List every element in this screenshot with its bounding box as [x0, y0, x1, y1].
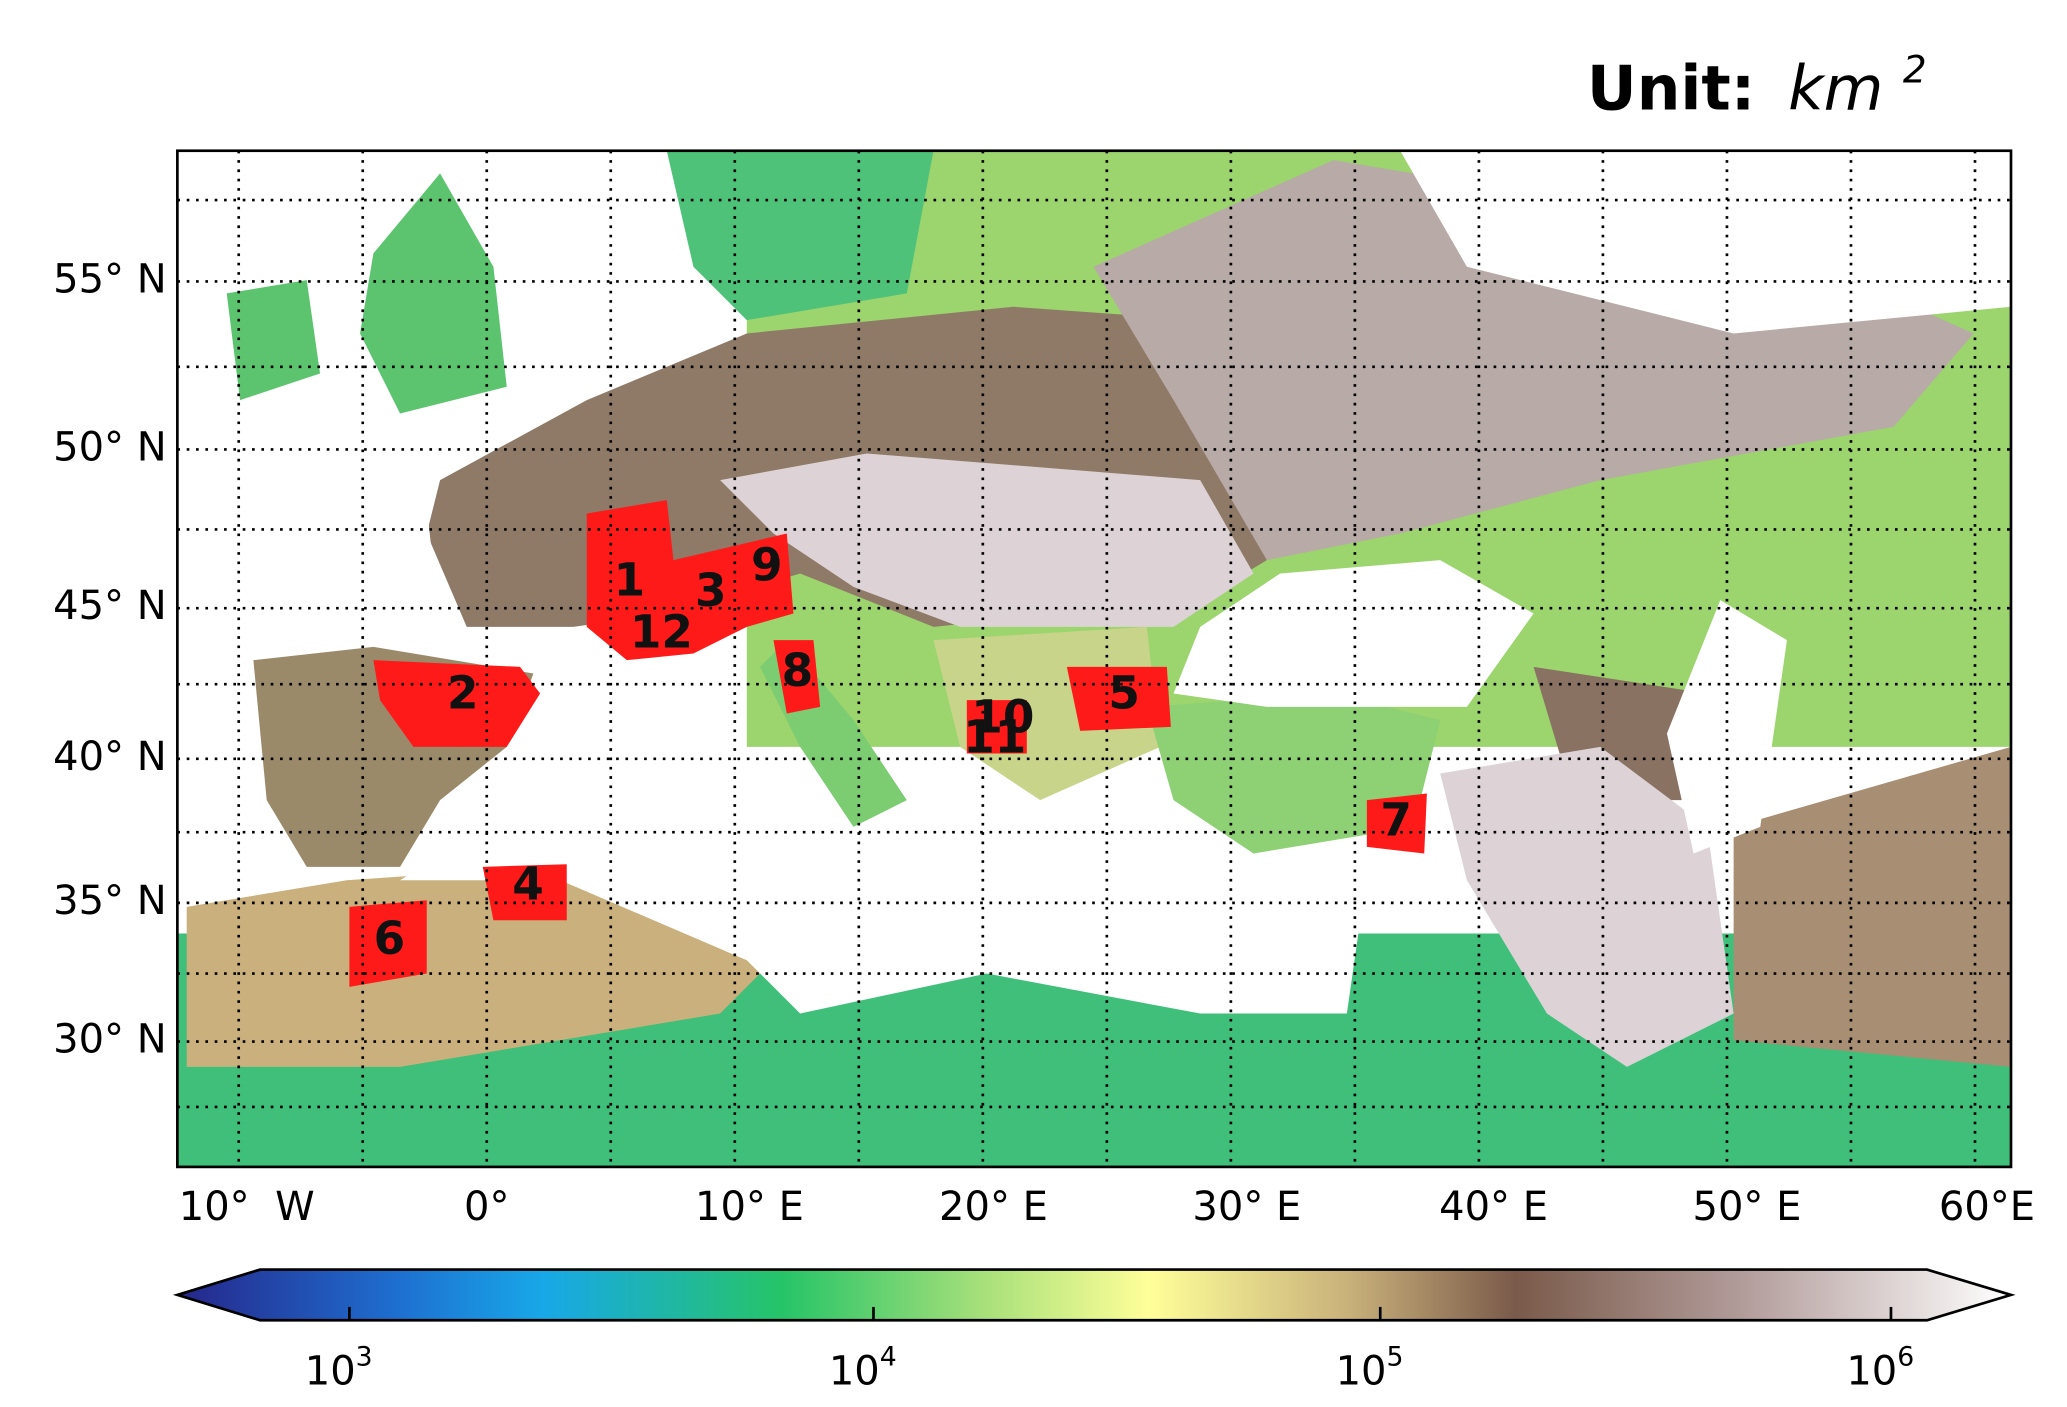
unit-label: Unit: km 2 — [1587, 48, 1927, 125]
land-patch — [1366, 793, 1427, 854]
axis-labels: 55° N 50° N 45° N 40° N 35° N 30° N 10° W 0° 10°… — [53, 256, 2035, 1230]
land-patch — [349, 900, 427, 987]
colorbar-tick-label: 103 — [305, 1342, 373, 1395]
longitude-label: 60°E — [1939, 1184, 2035, 1230]
tick-exponent: 6 — [1897, 1342, 1914, 1373]
longitude-label: 10° W — [179, 1184, 315, 1230]
region-label: 5 — [1108, 667, 1140, 720]
tick-exponent: 5 — [1387, 1342, 1404, 1373]
longitude-label: 30° E — [1192, 1184, 1301, 1230]
region-label: 12 — [630, 605, 693, 658]
latitude-label: 50° N — [53, 424, 167, 470]
tick-base: 10 — [829, 1348, 880, 1394]
land-patch — [226, 280, 321, 401]
longitude-label: 20° E — [939, 1184, 1048, 1230]
land-patch — [1400, 150, 2011, 334]
longitude-label: 0° — [464, 1184, 509, 1230]
land-patch — [720, 453, 1254, 627]
region-label: 4 — [512, 857, 544, 910]
land-patch — [482, 864, 567, 921]
latitude-label: 30° N — [53, 1017, 167, 1063]
land-patch — [666, 150, 934, 321]
longitude-label: 10° E — [695, 1184, 804, 1230]
land-patch — [177, 480, 441, 641]
latitude-label: 45° N — [53, 583, 167, 629]
unit-prefix: Unit: — [1587, 53, 1755, 124]
map-frame — [176, 149, 2013, 1169]
land-patch — [1733, 746, 2011, 1067]
tick-exponent: 3 — [356, 1342, 373, 1373]
latitude-label: 40° N — [53, 734, 167, 780]
unit-symbol: km — [1788, 53, 1883, 124]
land-patch — [400, 746, 1361, 1014]
land-patch — [373, 660, 541, 747]
tick-base: 10 — [305, 1348, 356, 1394]
region-label: 6 — [374, 912, 406, 965]
land-patch — [1066, 666, 1171, 731]
land-patch — [360, 173, 507, 414]
tick-exponent: 4 — [880, 1342, 897, 1373]
longitude-label: 50° E — [1693, 1184, 1802, 1230]
region-label: 8 — [782, 644, 814, 697]
land-patch — [1173, 560, 1534, 707]
colorbar-tick-label: 104 — [829, 1342, 897, 1395]
colorbar-tick-label: 105 — [1336, 1342, 1404, 1395]
land-patch — [1666, 600, 1787, 854]
unit-exponent: 2 — [1903, 48, 1927, 92]
region-label: 10 — [971, 691, 1034, 744]
colorbar-tick-label: 106 — [1846, 1342, 1914, 1395]
tick-base: 10 — [1336, 1348, 1387, 1394]
longitude-label: 40° E — [1439, 1184, 1548, 1230]
region-label: 7 — [1380, 793, 1412, 846]
region-label: 1 — [614, 553, 646, 606]
latitude-label: 35° N — [53, 878, 167, 924]
tick-base: 10 — [1846, 1348, 1897, 1394]
land-patch — [773, 640, 821, 714]
region-label: 11 — [963, 711, 1026, 764]
land-patch — [586, 500, 794, 661]
region-label: 2 — [447, 667, 479, 720]
region-label: 3 — [695, 564, 727, 617]
colorbar — [172, 1268, 2016, 1322]
region-label: 9 — [751, 539, 783, 592]
latitude-label: 55° N — [53, 256, 167, 302]
land-patch — [1440, 746, 1734, 1067]
